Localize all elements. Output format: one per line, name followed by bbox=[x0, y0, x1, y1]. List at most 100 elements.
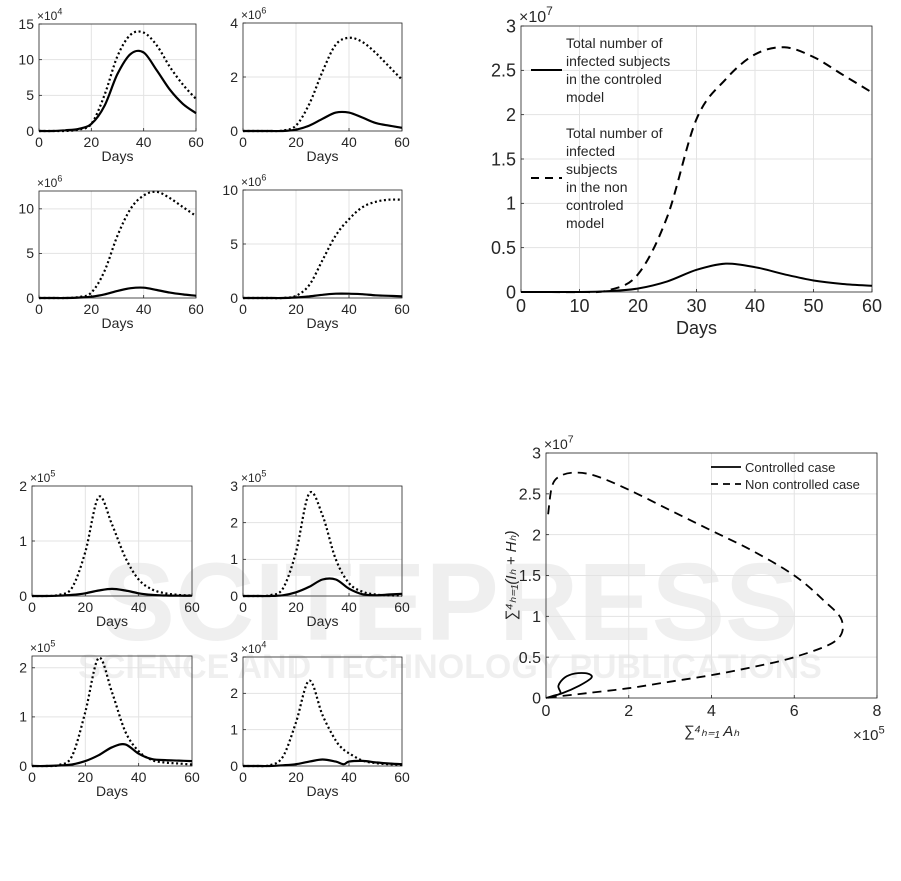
exponent-power: 4 bbox=[261, 640, 266, 650]
axes-box bbox=[242, 656, 403, 767]
x-axis-label: Days bbox=[676, 318, 717, 338]
x-tick-label: 40 bbox=[341, 769, 357, 785]
subplot-9: 0 10 20 30 40 50 60 0 0.5 1 1.5 2 2.5 3 ×107 Days Total … bbox=[491, 4, 882, 338]
y-tick-label: 3 bbox=[532, 446, 541, 463]
x-tick-label: 0 bbox=[239, 134, 247, 150]
x-tick-label: 0 bbox=[239, 769, 247, 785]
x-tick-label: 0 bbox=[542, 703, 551, 720]
x-tick-label: 0 bbox=[28, 599, 36, 615]
legend-label: Total number of bbox=[566, 125, 663, 141]
series-line-dotted bbox=[38, 190, 197, 300]
x-tick-label: 0 bbox=[28, 769, 36, 785]
x-tick-label: 40 bbox=[131, 769, 147, 785]
y-tick-label: 0 bbox=[506, 282, 516, 302]
y-tick-label: 1 bbox=[19, 533, 27, 549]
subplot-10: 0 2 4 6 800.511.522.53×107×105∑⁴ₕ₌₁ Aₕ∑⁴ₕ₌₁(… bbox=[503, 434, 885, 744]
series-line-solid bbox=[38, 286, 197, 300]
x-tick-label: 20 bbox=[78, 599, 94, 615]
y-tick-label: 1 bbox=[19, 709, 27, 725]
y-tick-label: 3 bbox=[230, 649, 238, 665]
x-tick-label: 60 bbox=[188, 301, 204, 317]
y-tick-label: 2 bbox=[19, 478, 27, 494]
subplot-5: 0 20 40 60 0 1 2 ×105 Days bbox=[19, 469, 200, 629]
x-tick-label: 40 bbox=[136, 301, 152, 317]
y-exponent-label: ×104 bbox=[241, 640, 266, 656]
x-tick-label: 40 bbox=[341, 301, 357, 317]
x-tick-label: 60 bbox=[394, 134, 410, 150]
legend-label: in the non bbox=[566, 179, 628, 195]
legend-label: in the controled bbox=[566, 71, 662, 87]
y-tick-label: 0 bbox=[19, 588, 27, 604]
y-tick-label: 5 bbox=[26, 245, 34, 261]
exponent-base: ×10 bbox=[241, 642, 262, 656]
exponent-base: ×10 bbox=[519, 9, 546, 26]
y-tick-label: 2.5 bbox=[491, 61, 516, 81]
x-tick-label: 40 bbox=[341, 599, 357, 615]
x-axis-label: Days bbox=[96, 613, 128, 629]
legend-entry: Total number of infected subjects in the c… bbox=[531, 35, 670, 105]
series-line-dotted bbox=[243, 36, 403, 133]
exponent-base: ×10 bbox=[241, 175, 262, 189]
subplot-7: 0 20 40 60 0 1 2×105 Days bbox=[19, 639, 200, 799]
series-line-dotted bbox=[39, 30, 197, 133]
x-tick-label: 60 bbox=[184, 599, 200, 615]
x-tick-label: 2 bbox=[624, 703, 633, 720]
exponent-power: 4 bbox=[57, 7, 62, 17]
x-axis-label: Days bbox=[307, 148, 339, 164]
watermark-logo-text: SCITEPRESS bbox=[102, 541, 799, 664]
watermark: SCITEPRESS SCIENCE AND TECHNOLOGY PUBLIC… bbox=[78, 541, 822, 686]
y-tick-label: 3 bbox=[506, 16, 516, 36]
watermark-subtitle: SCIENCE AND TECHNOLOGY PUBLICATIONS bbox=[78, 648, 822, 686]
y-tick-label: 2 bbox=[230, 69, 238, 85]
subplot-4: 0 20 40 60 0 5 10 ×106 Days bbox=[222, 173, 410, 331]
series-line-dashed bbox=[521, 46, 873, 294]
subplot-8: 0 20 40 60 0 1 2 3 ×104 Days bbox=[230, 640, 410, 799]
y-tick-label: 2 bbox=[532, 527, 541, 544]
x-tick-label: 40 bbox=[745, 296, 765, 316]
exponent-power: 6 bbox=[57, 174, 62, 184]
exponent-base: ×10 bbox=[853, 727, 878, 744]
x-exponent-label: ×105 bbox=[853, 725, 885, 744]
x-tick-label: 20 bbox=[288, 301, 304, 317]
legend-label: infected subjects bbox=[566, 53, 670, 69]
exponent-base: ×10 bbox=[241, 8, 262, 22]
x-axis-label: ∑⁴ₕ₌₁ Aₕ bbox=[684, 723, 741, 740]
y-tick-label: 0 bbox=[19, 758, 27, 774]
exponent-base: ×10 bbox=[30, 471, 51, 485]
y-tick-label: 0.5 bbox=[491, 238, 516, 258]
series-line-solid bbox=[242, 292, 403, 300]
y-exponent-label: ×107 bbox=[544, 434, 574, 452]
legend-label: Non controlled case bbox=[745, 477, 860, 492]
subplot-2: 0 20 40 60 0 2 4 ×106 Days bbox=[230, 6, 410, 164]
y-tick-label: 5 bbox=[26, 87, 34, 103]
x-tick-label: 40 bbox=[131, 599, 147, 615]
x-axis-label: Days bbox=[307, 315, 339, 331]
x-tick-label: 10 bbox=[569, 296, 589, 316]
subplot-6: 0 20 40 60 0 1 2 3 ×105 Days bbox=[230, 469, 410, 629]
x-tick-label: 60 bbox=[394, 599, 410, 615]
y-tick-label: 2 bbox=[506, 105, 516, 125]
x-tick-label: 6 bbox=[790, 703, 799, 720]
y-exponent-label: ×105 bbox=[30, 639, 55, 655]
y-tick-label: 0 bbox=[230, 588, 238, 604]
axes-box bbox=[38, 190, 197, 299]
series-line-solid bbox=[38, 49, 197, 133]
x-tick-label: 20 bbox=[288, 134, 304, 150]
y-tick-label: 3 bbox=[230, 478, 238, 494]
x-tick-label: 0 bbox=[239, 301, 247, 317]
x-tick-label: 0 bbox=[239, 599, 247, 615]
y-tick-label: 5 bbox=[230, 236, 238, 252]
y-exponent-label: ×106 bbox=[37, 174, 62, 190]
x-tick-label: 20 bbox=[288, 599, 304, 615]
series-line-solid bbox=[31, 587, 193, 598]
legend-label: infected bbox=[566, 143, 615, 159]
axes-box bbox=[242, 485, 403, 597]
exponent-power: 5 bbox=[261, 469, 266, 479]
x-tick-label: 60 bbox=[862, 296, 882, 316]
legend-entry: Controlled case bbox=[711, 460, 835, 475]
y-tick-label: 4 bbox=[230, 15, 238, 31]
series-line-dotted bbox=[242, 198, 403, 300]
x-tick-label: 40 bbox=[136, 134, 152, 150]
y-tick-label: 0 bbox=[26, 123, 34, 139]
